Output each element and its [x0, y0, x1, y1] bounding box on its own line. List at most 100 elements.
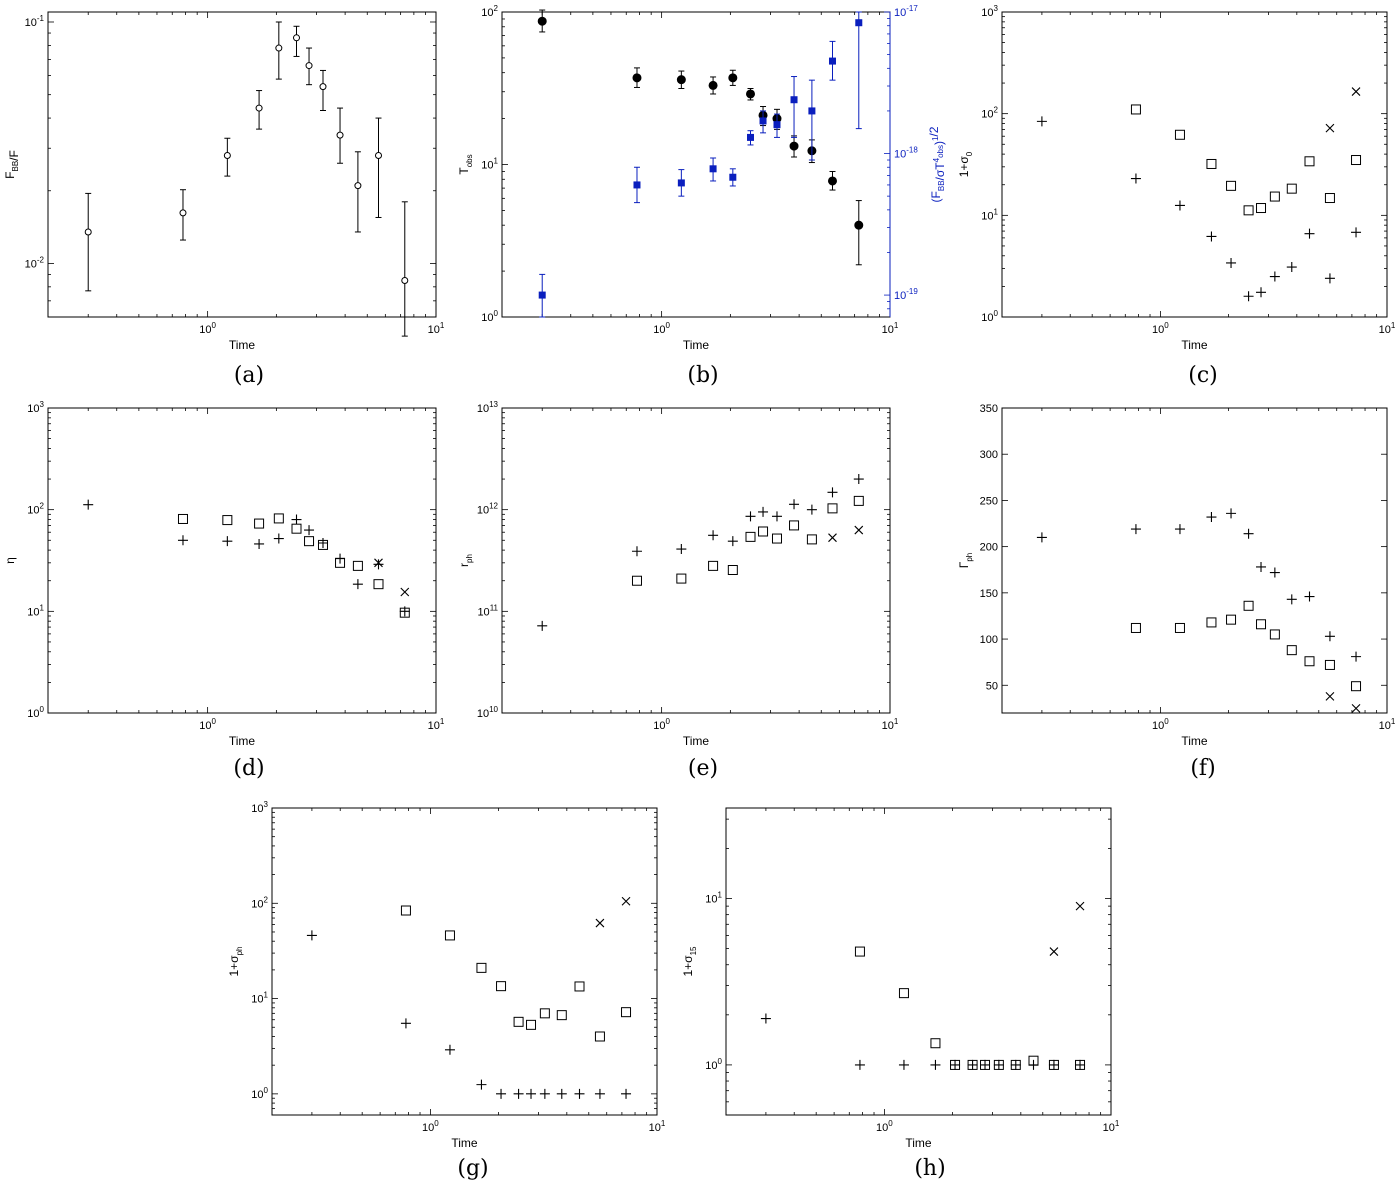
data-point [1269, 191, 1280, 202]
data-point [676, 75, 686, 85]
data-point [496, 981, 507, 992]
series-0 [760, 1013, 1086, 1070]
data-point [853, 474, 864, 485]
data-point [980, 1059, 991, 1070]
data-point [1286, 262, 1297, 273]
data-point [771, 511, 782, 522]
data-point [967, 1059, 978, 1070]
data-point [745, 511, 756, 522]
data-point [179, 209, 187, 217]
data-point [317, 539, 328, 550]
data-point [789, 520, 800, 531]
y-tick-label: 102 [481, 4, 498, 19]
data-point [444, 1044, 455, 1055]
data-point [1286, 594, 1297, 605]
data-point [222, 536, 233, 547]
data-point [789, 499, 800, 510]
data-point [676, 573, 687, 584]
data-point [556, 1010, 567, 1021]
x-tick-label: 100 [422, 1119, 439, 1134]
data-point [930, 1059, 941, 1070]
panel-caption: (e) [688, 756, 718, 781]
data-point [1243, 528, 1254, 539]
data-point [1049, 947, 1059, 956]
data-point [760, 1013, 771, 1024]
data-point [677, 179, 685, 187]
data-point [526, 1088, 537, 1099]
data-point [1304, 156, 1315, 167]
data-point [273, 513, 284, 524]
data-point [827, 503, 838, 514]
error-bar [85, 192, 92, 292]
chart-panel-g: 100 101 100 101 102 103 Time 1+σph (g) [227, 800, 666, 1181]
series-2 [374, 558, 410, 597]
chart-panel-f: 100 101 50 100 150 200 250 300 350 Time Γph (f) [957, 403, 1396, 781]
data-point [1048, 1059, 1059, 1070]
data-point [1269, 629, 1280, 640]
data-point [967, 1059, 978, 1070]
y-tick-label: 1012 [477, 502, 499, 517]
data-point [759, 117, 767, 125]
data-point [1226, 614, 1237, 625]
data-point [254, 518, 265, 529]
chart-panel-e: 100 101 1010 1011 1012 1013 Time rph (e) [457, 400, 899, 781]
data-point [1269, 271, 1280, 282]
y-tick-label: 102 [251, 895, 268, 910]
x-tick-label: 101 [649, 1119, 666, 1134]
error-bar [855, 11, 862, 130]
x-axis-label: Time [1181, 734, 1208, 748]
data-point [537, 620, 548, 631]
data-point [806, 504, 817, 515]
panel-caption: (g) [457, 1156, 488, 1181]
error-bar [855, 200, 862, 266]
data-point [291, 514, 302, 525]
data-point [401, 276, 409, 284]
data-point [539, 1008, 550, 1019]
data-point [374, 558, 383, 568]
data-point [854, 946, 865, 957]
y-tick-label: 101 [481, 157, 498, 172]
series-1 [1130, 600, 1362, 692]
plot-frame [271, 807, 658, 1116]
data-point [374, 151, 382, 159]
data-point [1226, 180, 1237, 191]
data-point [898, 1059, 909, 1070]
data-point [747, 133, 755, 141]
data-point [1130, 173, 1141, 184]
series-0 [83, 499, 410, 617]
data-point [1206, 512, 1217, 523]
series-0 [537, 474, 864, 631]
y-tick-label: 101 [705, 891, 722, 906]
data-point [828, 57, 836, 65]
data-point [708, 80, 718, 90]
x-tick-label: 101 [428, 717, 445, 732]
data-point [1174, 524, 1185, 535]
data-point [335, 557, 346, 568]
y-tick-label: 103 [981, 4, 998, 19]
plot-frame [1001, 407, 1388, 714]
data-point [898, 988, 909, 999]
series-1 [1130, 104, 1362, 216]
data-point [1286, 645, 1297, 656]
data-point [1324, 659, 1335, 670]
data-point [745, 531, 756, 542]
series-0 [306, 930, 632, 1099]
y-axis-label: 1+σph [227, 947, 244, 977]
data-point [854, 1059, 865, 1070]
error-bar [319, 69, 326, 111]
x-tick-label: 101 [428, 321, 445, 336]
data-point [1304, 591, 1315, 602]
y-tick-label: 150 [980, 588, 998, 600]
data-point [352, 560, 363, 571]
data-point [1226, 257, 1237, 268]
data-point [1075, 1059, 1086, 1070]
y-tick-label: 300 [980, 449, 998, 461]
data-point [854, 220, 864, 230]
y-tick-label: 10-2 [25, 255, 45, 270]
data-point [373, 559, 384, 570]
x-tick-label: 100 [653, 717, 670, 732]
data-point [855, 19, 863, 27]
data-point [275, 44, 283, 52]
plot-frame [47, 11, 437, 318]
